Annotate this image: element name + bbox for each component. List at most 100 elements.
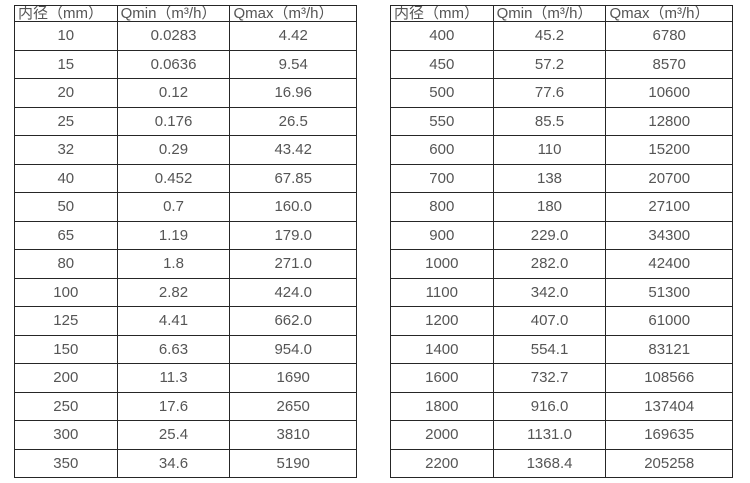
qmin-cell: 6.63 <box>116 334 231 364</box>
diameter-cell: 200 <box>14 363 118 393</box>
qmax-cell: 27100 <box>605 192 733 222</box>
qmax-cell: 108566 <box>605 363 733 393</box>
qmin-cell: 11.3 <box>116 363 231 393</box>
qmax-cell: 662.0 <box>229 306 357 336</box>
qmin-header: Qmin（m³/h） <box>492 5 607 22</box>
qmax-cell: 34300 <box>605 220 733 250</box>
diameter-header: 内径（mm） <box>390 5 494 22</box>
diameter-cell: 2000 <box>390 420 494 450</box>
table-row: 10 0.0283 4.42 <box>14 21 357 51</box>
table-row: 2200 1368.4 205258 <box>390 448 733 478</box>
diameter-cell: 10 <box>14 21 118 51</box>
qmin-cell: 229.0 <box>492 220 607 250</box>
header-row: 内径（mm） Qmin（m³/h） Qmax（m³/h） <box>14 5 357 22</box>
qmin-cell: 0.0283 <box>116 21 231 51</box>
table-row: 350 34.6 5190 <box>14 448 357 478</box>
qmax-cell: 42400 <box>605 249 733 279</box>
qmin-cell: 2.82 <box>116 277 231 307</box>
qmax-cell: 179.0 <box>229 220 357 250</box>
qmin-cell: 732.7 <box>492 363 607 393</box>
qmax-cell: 67.85 <box>229 163 357 193</box>
qmin-cell: 85.5 <box>492 106 607 136</box>
qmin-cell: 0.452 <box>116 163 231 193</box>
qmax-cell: 160.0 <box>229 192 357 222</box>
diameter-cell: 450 <box>390 49 494 79</box>
diameter-cell: 400 <box>390 21 494 51</box>
qmax-cell: 8570 <box>605 49 733 79</box>
table-row: 600 110 15200 <box>390 135 733 165</box>
qmax-cell: 5190 <box>229 448 357 478</box>
diameter-cell: 1100 <box>390 277 494 307</box>
qmin-cell: 34.6 <box>116 448 231 478</box>
qmin-cell: 1.8 <box>116 249 231 279</box>
diameter-cell: 1200 <box>390 306 494 336</box>
diameter-cell: 80 <box>14 249 118 279</box>
qmax-cell: 26.5 <box>229 106 357 136</box>
diameter-cell: 800 <box>390 192 494 222</box>
qmin-cell: 0.12 <box>116 78 231 108</box>
table-row: 900 229.0 34300 <box>390 220 733 250</box>
qmin-cell: 554.1 <box>492 334 607 364</box>
table-row: 40 0.452 67.85 <box>14 163 357 193</box>
diameter-cell: 300 <box>14 420 118 450</box>
diameter-cell: 50 <box>14 192 118 222</box>
diameter-cell: 32 <box>14 135 118 165</box>
qmax-cell: 61000 <box>605 306 733 336</box>
table-row: 65 1.19 179.0 <box>14 220 357 250</box>
qmin-cell: 1.19 <box>116 220 231 250</box>
diameter-cell: 900 <box>390 220 494 250</box>
diameter-cell: 600 <box>390 135 494 165</box>
table-row: 450 57.2 8570 <box>390 49 733 79</box>
qmin-cell: 407.0 <box>492 306 607 336</box>
qmax-cell: 271.0 <box>229 249 357 279</box>
qmin-cell: 25.4 <box>116 420 231 450</box>
qmax-cell: 43.42 <box>229 135 357 165</box>
diameter-header: 内径（mm） <box>14 5 118 22</box>
diameter-cell: 250 <box>14 391 118 421</box>
flow-spec-table-large-diameters: 内径（mm） Qmin（m³/h） Qmax（m³/h） 400 45.2 6780 450… <box>390 5 733 478</box>
diameter-cell: 25 <box>14 106 118 136</box>
qmin-cell: 1131.0 <box>492 420 607 450</box>
qmin-cell: 916.0 <box>492 391 607 421</box>
qmax-cell: 4.42 <box>229 21 357 51</box>
qmin-cell: 110 <box>492 135 607 165</box>
diameter-cell: 700 <box>390 163 494 193</box>
qmax-cell: 15200 <box>605 135 733 165</box>
qmin-cell: 45.2 <box>492 21 607 51</box>
qmax-cell: 2650 <box>229 391 357 421</box>
qmax-cell: 1690 <box>229 363 357 393</box>
qmin-cell: 0.176 <box>116 106 231 136</box>
table-row: 1600 732.7 108566 <box>390 363 733 393</box>
qmin-cell: 0.29 <box>116 135 231 165</box>
qmin-cell: 180 <box>492 192 607 222</box>
qmax-cell: 169635 <box>605 420 733 450</box>
diameter-cell: 20 <box>14 78 118 108</box>
qmin-cell: 17.6 <box>116 391 231 421</box>
qmin-cell: 77.6 <box>492 78 607 108</box>
table-row: 250 17.6 2650 <box>14 391 357 421</box>
table-row: 80 1.8 271.0 <box>14 249 357 279</box>
table-row: 1200 407.0 61000 <box>390 306 733 336</box>
table-row: 800 180 27100 <box>390 192 733 222</box>
diameter-cell: 100 <box>14 277 118 307</box>
header-row: 内径（mm） Qmin（m³/h） Qmax（m³/h） <box>390 5 733 22</box>
table-row: 150 6.63 954.0 <box>14 334 357 364</box>
table-row: 32 0.29 43.42 <box>14 135 357 165</box>
qmax-cell: 10600 <box>605 78 733 108</box>
qmax-cell: 6780 <box>605 21 733 51</box>
table-row: 125 4.41 662.0 <box>14 306 357 336</box>
diameter-cell: 40 <box>14 163 118 193</box>
table-row: 1800 916.0 137404 <box>390 391 733 421</box>
flow-spec-table-small-diameters: 内径（mm） Qmin（m³/h） Qmax（m³/h） 10 0.0283 4.42 15… <box>14 5 357 478</box>
table-row: 50 0.7 160.0 <box>14 192 357 222</box>
qmax-cell: 205258 <box>605 448 733 478</box>
table-row: 700 138 20700 <box>390 163 733 193</box>
diameter-cell: 15 <box>14 49 118 79</box>
qmin-cell: 57.2 <box>492 49 607 79</box>
qmax-cell: 20700 <box>605 163 733 193</box>
qmin-cell: 4.41 <box>116 306 231 336</box>
qmax-header: Qmax（m³/h） <box>605 5 733 22</box>
qmax-cell: 83121 <box>605 334 733 364</box>
diameter-cell: 150 <box>14 334 118 364</box>
table-row: 300 25.4 3810 <box>14 420 357 450</box>
